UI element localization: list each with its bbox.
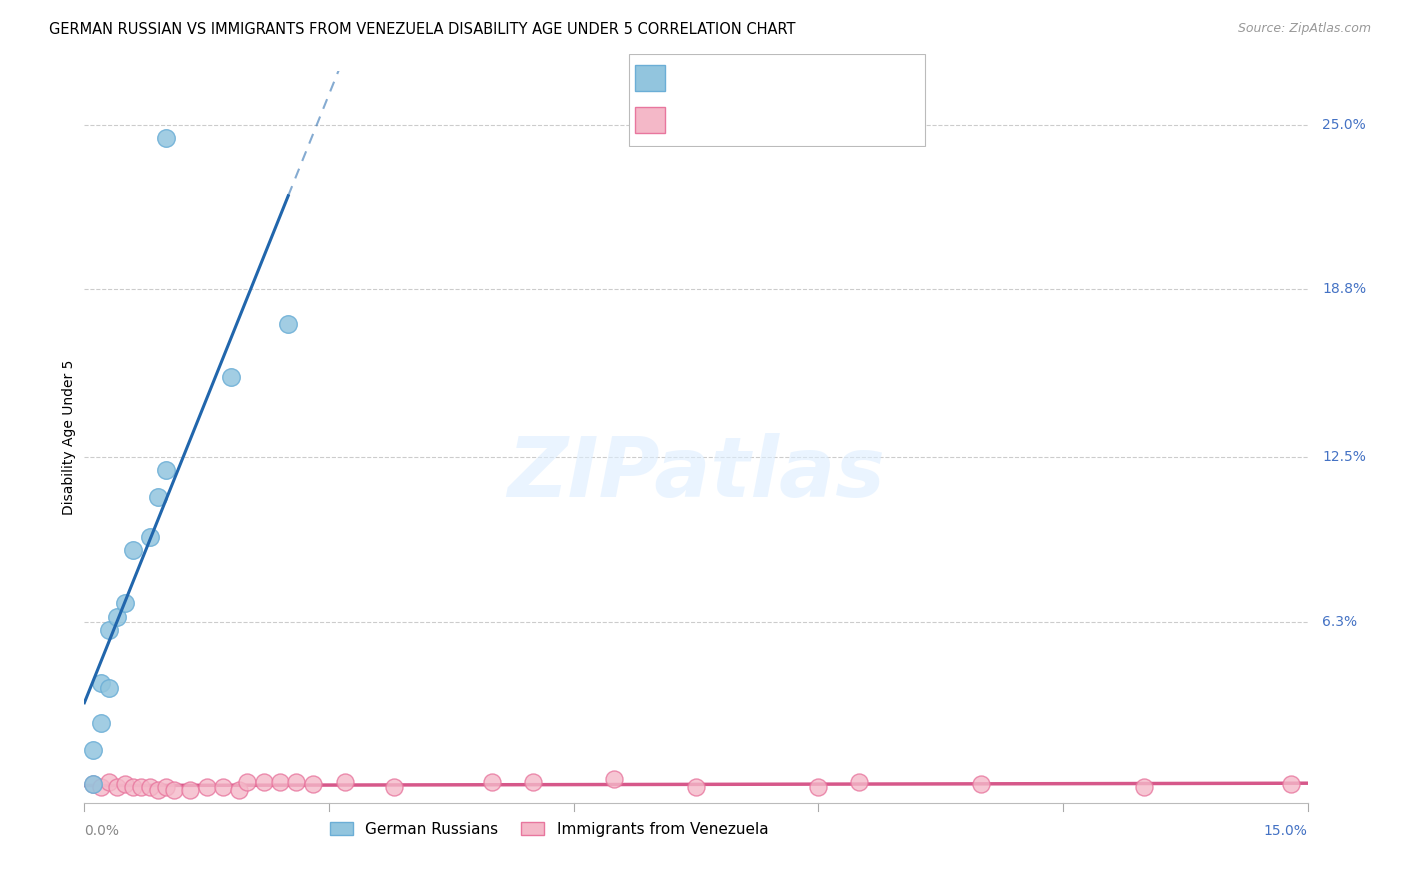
- Point: [219, 370, 242, 384]
- Point: [269, 774, 291, 789]
- Point: [146, 782, 169, 797]
- Point: [970, 777, 993, 791]
- Point: [97, 623, 120, 637]
- Point: [481, 774, 503, 789]
- Point: [285, 774, 308, 789]
- Text: R =: R =: [673, 70, 709, 86]
- Point: [603, 772, 626, 786]
- Point: [382, 780, 405, 794]
- Point: [228, 782, 250, 797]
- Point: [97, 681, 120, 696]
- Legend: German Russians, Immigrants from Venezuela: German Russians, Immigrants from Venezue…: [325, 815, 775, 843]
- Point: [114, 596, 136, 610]
- Point: [1133, 780, 1156, 794]
- Y-axis label: Disability Age Under 5: Disability Age Under 5: [62, 359, 76, 515]
- Point: [1279, 777, 1302, 791]
- Text: 31: 31: [852, 112, 875, 128]
- Point: [122, 543, 145, 558]
- Text: N =: N =: [801, 112, 837, 128]
- Point: [90, 780, 112, 794]
- Point: [122, 780, 145, 794]
- Point: [155, 131, 177, 145]
- Text: 15: 15: [852, 70, 875, 86]
- Point: [277, 317, 299, 331]
- Text: R =: R =: [673, 112, 709, 128]
- Point: [131, 780, 153, 794]
- Point: [155, 780, 177, 794]
- Point: [138, 780, 160, 794]
- Point: [179, 782, 201, 797]
- Text: 25.0%: 25.0%: [1322, 118, 1367, 131]
- Point: [114, 777, 136, 791]
- Point: [253, 774, 276, 789]
- Text: 15.0%: 15.0%: [1264, 824, 1308, 838]
- Point: [212, 780, 235, 794]
- Text: ZIPatlas: ZIPatlas: [508, 434, 884, 514]
- Text: 6.3%: 6.3%: [1322, 615, 1357, 629]
- Text: 12.5%: 12.5%: [1322, 450, 1367, 464]
- Point: [82, 742, 104, 756]
- Point: [90, 716, 112, 731]
- Point: [138, 530, 160, 544]
- Point: [146, 490, 169, 504]
- Point: [685, 780, 707, 794]
- Point: [236, 774, 259, 789]
- Text: -0.042: -0.042: [720, 112, 776, 128]
- Point: [90, 676, 112, 690]
- Point: [82, 777, 104, 791]
- Point: [807, 780, 830, 794]
- Point: [97, 774, 120, 789]
- Point: [335, 774, 357, 789]
- Point: [163, 782, 186, 797]
- Point: [522, 774, 544, 789]
- Text: GERMAN RUSSIAN VS IMMIGRANTS FROM VENEZUELA DISABILITY AGE UNDER 5 CORRELATION C: GERMAN RUSSIAN VS IMMIGRANTS FROM VENEZU…: [49, 22, 796, 37]
- Text: 18.8%: 18.8%: [1322, 283, 1367, 296]
- FancyBboxPatch shape: [628, 54, 925, 146]
- Text: 0.0%: 0.0%: [84, 824, 120, 838]
- Text: N =: N =: [801, 70, 837, 86]
- Point: [195, 780, 218, 794]
- Point: [155, 463, 177, 477]
- Point: [301, 777, 323, 791]
- Text: Source: ZipAtlas.com: Source: ZipAtlas.com: [1237, 22, 1371, 36]
- Bar: [634, 107, 665, 133]
- Bar: [634, 65, 665, 91]
- Text: 0.553: 0.553: [720, 70, 776, 86]
- Point: [82, 777, 104, 791]
- Point: [848, 774, 870, 789]
- Point: [105, 609, 128, 624]
- Point: [105, 780, 128, 794]
